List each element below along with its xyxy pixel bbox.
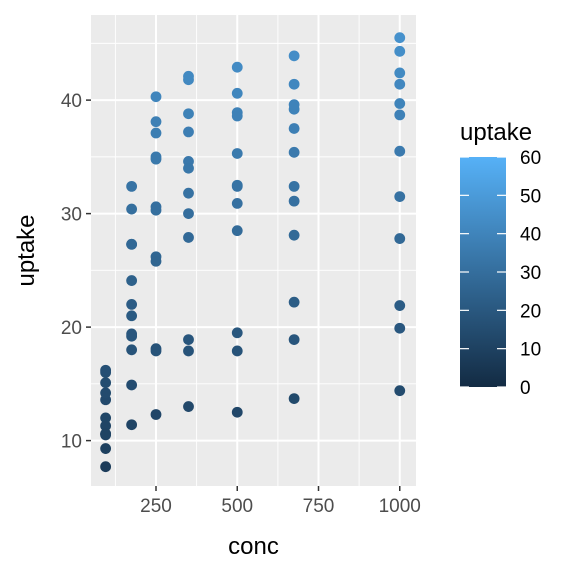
data-point (288, 296, 300, 308)
data-point (394, 67, 406, 79)
data-point (100, 428, 112, 440)
data-point (100, 364, 112, 376)
data-point (231, 225, 243, 237)
data-point (126, 310, 138, 322)
data-point (288, 50, 300, 62)
legend-tick-label: 60 (520, 148, 541, 169)
data-point (100, 387, 112, 399)
legend-tick-label: 50 (520, 186, 541, 207)
x-axis-title: conc (228, 533, 279, 560)
data-point (231, 180, 243, 192)
data-point (231, 110, 243, 122)
data-point (150, 409, 162, 420)
plot-panel (91, 15, 416, 486)
legend-tick-label: 10 (520, 340, 541, 361)
legend-tick-label: 40 (520, 225, 541, 246)
legend-tick-label: 0 (520, 378, 531, 399)
data-point (183, 126, 194, 138)
data-point (231, 406, 243, 418)
data-point (183, 208, 194, 220)
data-point (150, 116, 162, 128)
color-legend: uptake 0 10 20 30 40 50 60 (460, 119, 541, 399)
data-point (288, 229, 300, 241)
data-point (394, 98, 406, 109)
data-point (126, 379, 138, 391)
data-point (150, 151, 162, 163)
data-point (394, 78, 406, 90)
data-point (126, 344, 138, 356)
data-point (394, 145, 406, 157)
data-point (288, 195, 300, 207)
colorbar-ticks: 0 10 20 30 40 50 60 (460, 148, 541, 399)
data-point (126, 275, 138, 286)
data-point (394, 385, 406, 397)
data-point (183, 401, 194, 412)
x-tick-label: 250 (140, 496, 172, 517)
data-point (150, 201, 162, 213)
data-point (288, 78, 300, 90)
data-point (150, 91, 162, 103)
data-point (394, 109, 406, 121)
data-point (288, 99, 300, 111)
data-point (126, 180, 138, 192)
x-tick-label: 500 (221, 496, 253, 517)
data-point (100, 412, 112, 424)
data-point (100, 461, 112, 473)
data-point (394, 45, 406, 57)
data-point (231, 87, 243, 99)
data-point (288, 123, 300, 134)
data-point (183, 187, 194, 199)
data-point (231, 345, 243, 357)
y-axis: 10 20 30 40 (61, 91, 91, 453)
data-point (288, 334, 300, 345)
legend-tick-label: 20 (520, 301, 541, 322)
x-tick-label: 750 (303, 496, 335, 517)
data-point (288, 393, 300, 405)
y-tick-label: 40 (61, 91, 82, 112)
x-tick-label: 1000 (379, 496, 421, 517)
y-tick-label: 10 (61, 432, 82, 453)
y-axis-title: uptake (13, 214, 40, 286)
data-point (183, 334, 194, 345)
data-point (183, 345, 194, 357)
legend-title: uptake (460, 119, 532, 146)
data-point (231, 198, 243, 209)
data-point (100, 443, 112, 454)
data-point (150, 127, 162, 139)
data-point (100, 377, 112, 389)
data-point (126, 299, 138, 310)
data-point (183, 232, 194, 243)
data-point (126, 328, 138, 340)
data-point (394, 300, 406, 311)
data-point (183, 108, 194, 120)
data-point (394, 191, 406, 202)
data-points (100, 32, 406, 473)
data-point (100, 420, 112, 432)
data-point (183, 162, 194, 174)
data-point (288, 180, 300, 192)
data-point (394, 322, 406, 334)
data-point (394, 233, 406, 244)
data-point (288, 146, 300, 158)
data-point (231, 148, 243, 159)
data-point (394, 32, 406, 44)
data-point (126, 203, 138, 215)
x-axis: 250 500 750 1000 (140, 486, 421, 517)
data-point (231, 327, 243, 339)
y-tick-label: 30 (61, 205, 82, 226)
data-point (126, 419, 138, 431)
data-point (126, 238, 138, 250)
legend-tick-label: 30 (520, 263, 541, 284)
data-point (150, 255, 162, 267)
data-point (231, 61, 243, 73)
data-point (183, 70, 194, 82)
y-tick-label: 20 (61, 318, 82, 339)
data-point (150, 345, 162, 357)
minor-gridlines (91, 15, 416, 486)
